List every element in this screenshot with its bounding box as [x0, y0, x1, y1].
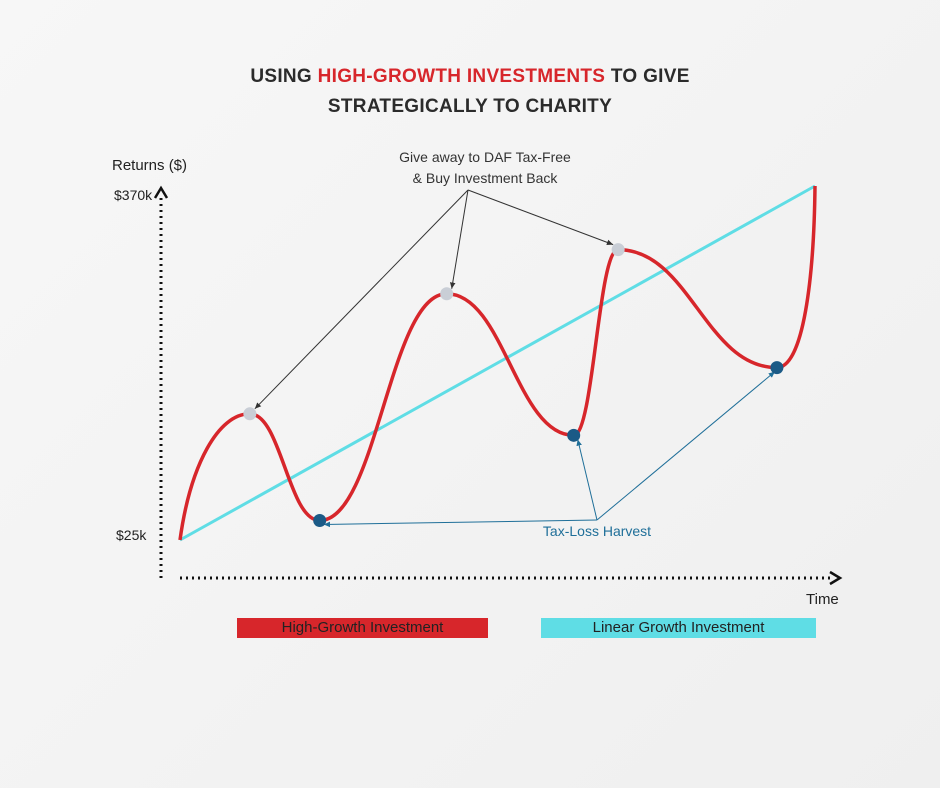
- series-markers: [243, 243, 784, 528]
- title-highlight: HIGH-GROWTH INVESTMENTS: [317, 66, 606, 87]
- give-away-arrow: [467, 189, 614, 246]
- give-away-arrow: [254, 189, 469, 410]
- title-line-2: STRATEGICALLY TO CHARITY: [327, 96, 613, 117]
- tax-loss-annotation: Tax-Loss Harvest: [543, 523, 651, 539]
- legend-item-high-growth: High-Growth Investment: [237, 618, 488, 638]
- x-axis-label: Time: [806, 591, 839, 608]
- y-tick-label-top: $370k: [114, 187, 153, 203]
- y-tick-label-bottom: $25k: [116, 527, 147, 543]
- give-away-annotation-line-1: Give away to DAF Tax-Free: [399, 149, 571, 165]
- series-linear-growth: [179, 184, 816, 542]
- y-axis-arrow-icon: [153, 185, 169, 199]
- give-away-marker: [440, 287, 454, 301]
- title-suffix: TO GIVE: [605, 66, 690, 87]
- y-axis-label: Returns ($): [112, 157, 187, 174]
- title-prefix: USING: [250, 66, 318, 87]
- tax-loss-arrow: [323, 519, 598, 528]
- tax-loss-arrow: [576, 439, 598, 521]
- chart-title: USING HIGH-GROWTH INVESTMENTS TO GIVE ST…: [0, 62, 940, 122]
- give-away-marker: [611, 243, 625, 257]
- give-away-annotation-line-2: & Buy Investment Back: [413, 170, 559, 186]
- give-away-marker: [243, 407, 257, 421]
- tax-loss-marker: [567, 428, 581, 442]
- title-line-1: USING HIGH-GROWTH INVESTMENTS TO GIVE: [0, 62, 940, 92]
- tax-loss-marker: [770, 361, 784, 375]
- tax-loss-arrow: [596, 371, 776, 521]
- series-high-growth: [178, 185, 817, 541]
- annotation-arrows: [254, 189, 776, 528]
- legend-item-linear-growth: Linear Growth Investment: [541, 618, 816, 638]
- give-away-arrow: [449, 189, 469, 289]
- x-axis-arrow-icon: [829, 570, 843, 586]
- tax-loss-marker: [313, 514, 327, 528]
